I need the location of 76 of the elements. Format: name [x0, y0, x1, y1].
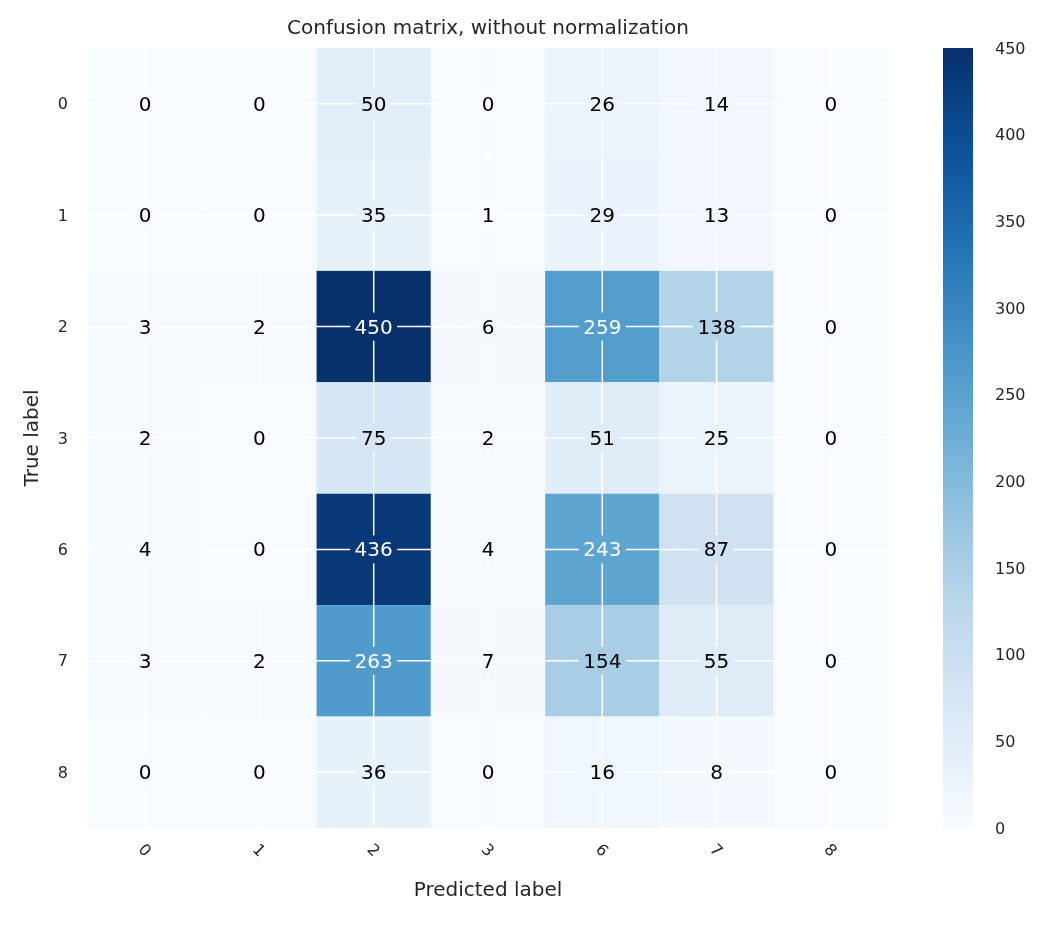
data-label: 0	[138, 203, 152, 228]
data-label: 0	[253, 537, 266, 562]
data-label: 0	[253, 426, 266, 450]
data-label: 0	[253, 760, 266, 785]
data-label: 3	[138, 648, 152, 673]
data-label: 436	[354, 537, 393, 562]
data-label: 2	[481, 426, 495, 450]
data-label: 2	[253, 314, 266, 339]
data-label: 16	[589, 760, 616, 785]
y-axis-title: True label	[19, 389, 43, 488]
x-tick-label: 0	[134, 839, 156, 861]
data-label: 26	[589, 91, 616, 116]
y-tick-label: 8	[57, 762, 68, 782]
data-label: 6	[481, 314, 495, 339]
data-label: 0	[824, 648, 838, 673]
data-label: 87	[703, 537, 730, 562]
data-label: 154	[583, 648, 622, 673]
color-bar-label: 150	[995, 558, 1026, 578]
x-tick-label: 1	[249, 839, 270, 861]
data-label: 263	[354, 648, 393, 673]
data-label: 259	[583, 314, 622, 339]
x-tick-label: 3	[477, 839, 499, 861]
data-label: 0	[824, 426, 838, 450]
data-label: 29	[589, 203, 616, 228]
data-label: 51	[589, 426, 616, 450]
data-label: 0	[253, 91, 266, 116]
data-label: 0	[138, 91, 152, 116]
data-label: 0	[824, 314, 838, 339]
chart-title: Confusion matrix, without normalization	[287, 15, 689, 39]
data-label: 0	[253, 203, 266, 228]
color-bar-label: 100	[995, 645, 1026, 665]
y-tick-label: 0	[57, 94, 68, 114]
data-label: 7	[481, 648, 495, 673]
data-label: 35	[360, 203, 387, 228]
data-label: 450	[354, 314, 393, 339]
data-label: 25	[703, 426, 730, 450]
color-bar-label: 350	[995, 211, 1026, 231]
data-label: 55	[703, 648, 730, 673]
data-label: 0	[824, 91, 838, 116]
data-label: 3	[138, 314, 152, 339]
data-label: 50	[360, 91, 387, 116]
data-label: 0	[824, 537, 838, 562]
color-bar-label: 450	[995, 38, 1026, 58]
y-tick-label: 7	[57, 651, 68, 671]
color-bar-label: 0	[995, 818, 1006, 838]
data-label: 2	[138, 426, 152, 450]
data-label: 14	[703, 91, 730, 116]
x-tick-label: 2	[363, 839, 384, 861]
data-label: 36	[360, 760, 387, 785]
data-label: 1	[481, 203, 495, 228]
x-axis-title: Predicted label	[413, 877, 563, 901]
data-label: 4	[481, 537, 495, 562]
y-tick-label: 1	[57, 205, 68, 225]
y-tick-label: 6	[57, 540, 68, 560]
data-label: 0	[481, 760, 495, 785]
data-label: 138	[697, 314, 736, 339]
data-label: 0	[824, 203, 838, 228]
x-tick-label: 6	[591, 839, 613, 861]
data-label: 0	[481, 91, 495, 116]
data-label: 0	[824, 760, 838, 785]
color-bar-label: 200	[995, 471, 1026, 491]
data-label: 13	[703, 203, 730, 228]
y-tick-label: 3	[57, 428, 68, 448]
x-tick-label: 8	[820, 839, 842, 861]
data-label: 0	[138, 760, 152, 785]
data-label: 2	[253, 648, 266, 673]
data-label: 75	[360, 426, 387, 450]
x-tick-label: 7	[706, 839, 727, 861]
data-label: 4	[138, 537, 152, 562]
color-bar-label: 50	[995, 731, 1016, 751]
data-label: 8	[710, 760, 723, 785]
color-bar-label: 400	[995, 125, 1026, 145]
y-tick-label: 2	[57, 317, 68, 337]
color-bar-label: 300	[995, 298, 1026, 318]
data-label: 243	[583, 537, 622, 562]
color-bar-label: 250	[995, 385, 1026, 405]
